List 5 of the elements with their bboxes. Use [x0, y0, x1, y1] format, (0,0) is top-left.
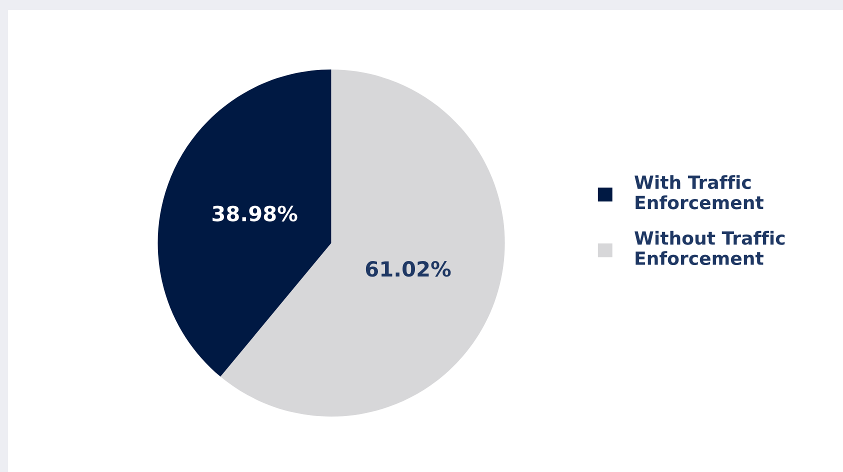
data-label: 61.02% [366, 261, 451, 277]
legend-label: With Traffic Enforcement [634, 175, 764, 210]
pie-slice [158, 70, 332, 377]
data-label: 38.98% [212, 206, 298, 222]
legend-label: Without Traffic Enforcement [634, 230, 785, 266]
